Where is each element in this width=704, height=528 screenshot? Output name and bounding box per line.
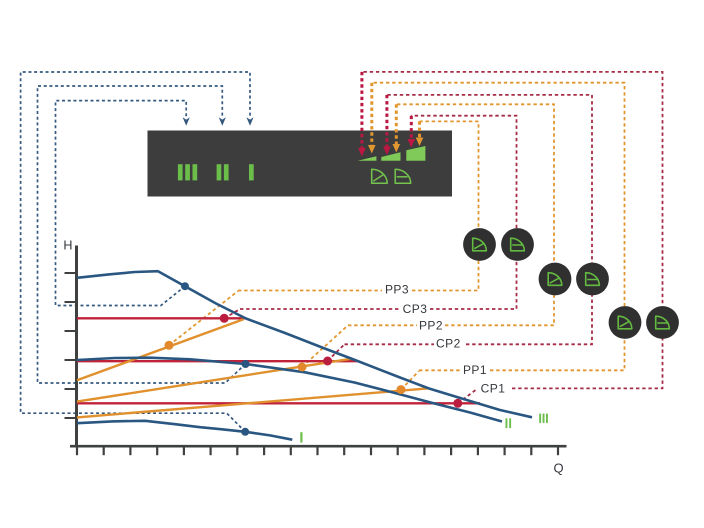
- svg-text:H: H: [63, 239, 72, 253]
- svg-text:CP3: CP3: [403, 302, 428, 316]
- svg-text:Q: Q: [554, 460, 564, 475]
- svg-text:PP1: PP1: [463, 363, 487, 377]
- svg-text:CP2: CP2: [436, 337, 461, 351]
- svg-text:PP2: PP2: [419, 318, 443, 332]
- svg-text:CP1: CP1: [481, 381, 506, 395]
- svg-text:PP3: PP3: [385, 283, 409, 297]
